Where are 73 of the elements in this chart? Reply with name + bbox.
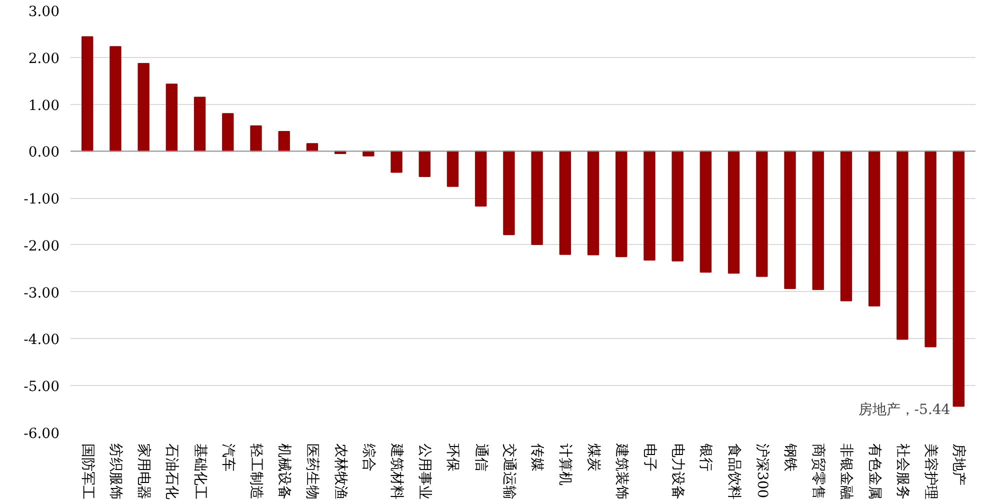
x-tick-label: 纺织服饰 xyxy=(107,444,124,500)
bar xyxy=(418,150,430,177)
x-tick-label: 钢铁 xyxy=(782,442,798,472)
x-tick-label: 综合 xyxy=(360,444,376,472)
bar xyxy=(82,36,94,152)
x-tick-label: 家用电器 xyxy=(136,444,152,500)
x-tick-label: 商贸零售 xyxy=(810,444,826,500)
x-tick-label: 医药生物 xyxy=(304,444,320,500)
bar xyxy=(446,150,459,187)
x-tick-label: 公用事业 xyxy=(416,444,433,500)
bar xyxy=(896,150,908,340)
annotation: 房地产，-5.44 xyxy=(858,402,950,418)
bar xyxy=(475,150,487,207)
x-tick-label: 房地产 xyxy=(950,444,967,486)
x-tick-label: 传媒 xyxy=(529,444,546,472)
bar xyxy=(110,46,122,152)
y-tick-label: -4.00 xyxy=(24,332,60,348)
y-tick-label: -1.00 xyxy=(24,192,60,208)
bar xyxy=(952,150,964,407)
x-tick-label: 轻工制造 xyxy=(248,444,264,500)
x-tick-label: 建筑材料 xyxy=(388,442,405,500)
bar xyxy=(756,150,768,277)
x-tick-label: 汽车 xyxy=(220,444,236,472)
bar xyxy=(222,113,234,152)
bar xyxy=(138,62,150,152)
y-tick-label: -6.00 xyxy=(24,426,60,442)
x-tick-label: 计算机 xyxy=(557,444,574,486)
bar xyxy=(672,150,684,262)
bar xyxy=(812,150,824,290)
bar xyxy=(278,130,290,152)
bar xyxy=(166,84,178,152)
y-tick-label: 0.00 xyxy=(28,144,60,161)
bar xyxy=(840,150,852,302)
x-tick-label: 电力设备 xyxy=(670,444,686,500)
bar xyxy=(728,150,740,274)
x-tick-label: 银行 xyxy=(698,442,714,472)
x-tick-label: 非银金融 xyxy=(838,444,854,500)
bar xyxy=(784,150,796,290)
bar xyxy=(559,150,571,255)
x-tick-label: 农林牧渔 xyxy=(332,444,348,500)
x-tick-label: 交通运输 xyxy=(500,444,517,500)
bar xyxy=(587,150,600,256)
x-tick-label: 电子 xyxy=(641,444,658,472)
bar xyxy=(616,150,628,258)
y-tick-label: 1.00 xyxy=(28,98,60,114)
x-tick-label: 有色金属 xyxy=(866,444,882,500)
bar xyxy=(250,125,262,152)
y-tick-label: 2.00 xyxy=(28,50,60,67)
x-tick-label: 社会服务 xyxy=(894,444,910,500)
y-tick-label: -5.00 xyxy=(24,379,60,396)
bar xyxy=(531,150,543,245)
x-tick-label: 建筑装饰 xyxy=(613,442,630,500)
bar xyxy=(362,150,374,156)
x-tick-label: 沪深300 xyxy=(754,444,770,498)
bar xyxy=(924,150,936,348)
x-tick-label: 煤炭 xyxy=(585,444,602,472)
x-tick-label: 基础化工 xyxy=(192,444,208,500)
x-tick-label: 机械设备 xyxy=(276,444,292,500)
x-tick-label: 美容护理 xyxy=(922,444,939,500)
bar xyxy=(700,150,712,273)
x-tick-label: 通信 xyxy=(472,444,489,472)
y-tick-label: -3.00 xyxy=(24,285,60,302)
y-tick-label: -2.00 xyxy=(24,238,60,254)
x-tick-label: 国防军工 xyxy=(79,444,96,500)
bar xyxy=(390,150,402,173)
bar xyxy=(868,150,880,306)
y-tick-label: 3.00 xyxy=(28,4,60,20)
bar xyxy=(503,150,515,236)
x-tick-label: 食品饮料 xyxy=(726,444,742,500)
bar xyxy=(644,150,656,260)
x-tick-label: 环保 xyxy=(444,444,461,472)
x-tick-label: 石油石化 xyxy=(164,444,180,500)
bar xyxy=(194,96,206,152)
